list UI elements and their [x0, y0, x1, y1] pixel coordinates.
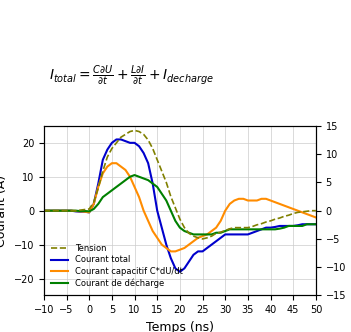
Courant de décharge — [191, 232, 196, 236]
Tension — [200, 237, 205, 241]
Courant de décharge — [42, 209, 46, 213]
Tension — [105, 155, 110, 159]
Courant capacitif C*dU/dt — [196, 236, 200, 240]
Courant capacitif C*dU/dt — [314, 215, 318, 219]
Line: Courant total: Courant total — [44, 139, 316, 272]
Courant total — [178, 270, 182, 274]
Courant capacitif C*dU/dt — [42, 209, 46, 213]
Courant total — [42, 209, 46, 213]
Courant total — [141, 151, 146, 155]
Courant de décharge — [132, 173, 137, 177]
Courant capacitif C*dU/dt — [96, 185, 100, 189]
Courant capacitif C*dU/dt — [105, 165, 110, 169]
Courant de décharge — [196, 232, 200, 236]
Courant total — [114, 137, 119, 141]
Text: $I_{total} = \frac{C\partial U}{\partial t} + \frac{L\partial I}{\partial t} + I: $I_{total} = \frac{C\partial U}{\partial… — [49, 64, 214, 88]
Courant de décharge — [105, 192, 110, 196]
Tension — [132, 128, 137, 132]
Tension — [96, 186, 100, 190]
Line: Tension: Tension — [44, 130, 316, 239]
X-axis label: Temps (ns): Temps (ns) — [146, 321, 214, 332]
Courant total — [196, 249, 200, 253]
Courant capacitif C*dU/dt — [286, 205, 291, 209]
Courant total — [314, 222, 318, 226]
Courant total — [286, 224, 291, 228]
Line: Courant capacitif C*dU/dt: Courant capacitif C*dU/dt — [44, 163, 316, 251]
Courant total — [214, 239, 218, 243]
Line: Courant de décharge: Courant de décharge — [44, 175, 316, 234]
Courant capacitif C*dU/dt — [110, 161, 114, 165]
Courant capacitif C*dU/dt — [169, 249, 173, 253]
Legend: Tension, Courant total, Courant capacitif C*dU/dt, Courant de décharge: Tension, Courant total, Courant capaciti… — [48, 241, 186, 291]
Tension — [141, 132, 146, 136]
Courant de décharge — [96, 202, 100, 206]
Courant total — [105, 148, 110, 152]
Courant de décharge — [141, 177, 146, 181]
Courant de décharge — [286, 224, 291, 228]
Tension — [214, 231, 218, 235]
Courant de décharge — [214, 231, 218, 235]
Courant de décharge — [314, 222, 318, 226]
Courant total — [96, 182, 100, 186]
Courant capacitif C*dU/dt — [141, 209, 146, 213]
Courant capacitif C*dU/dt — [214, 226, 218, 230]
Tension — [191, 234, 196, 238]
Tension — [314, 209, 318, 213]
Tension — [42, 209, 46, 213]
Tension — [286, 213, 291, 217]
Y-axis label: Courant (A): Courant (A) — [0, 175, 8, 247]
